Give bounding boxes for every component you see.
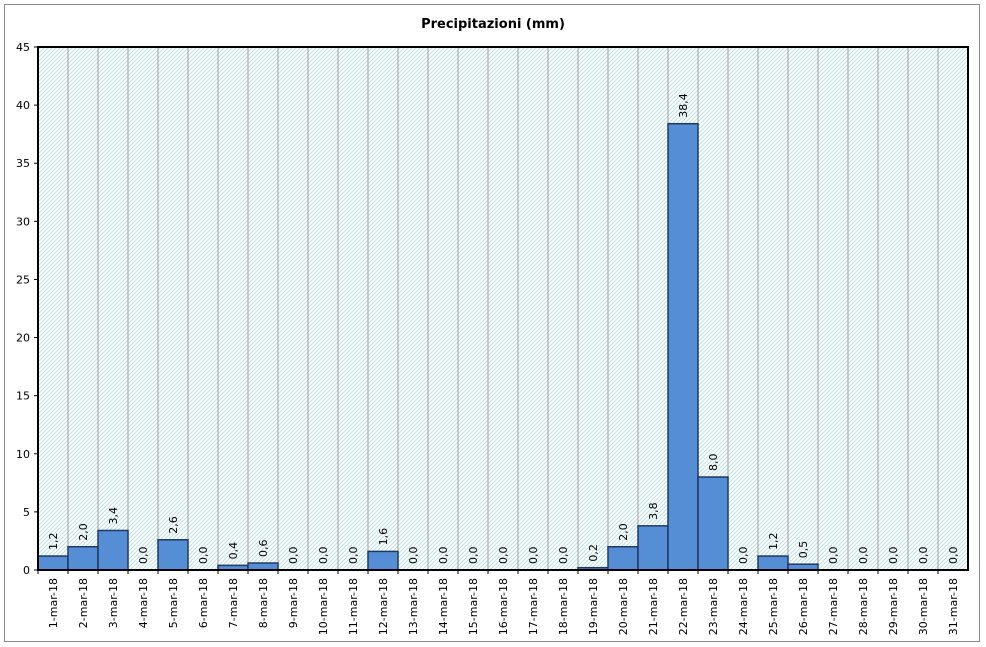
- data-label-1-mar-18: 1,2: [47, 533, 60, 551]
- data-label-31-mar-18: 0,0: [947, 547, 960, 565]
- data-label-20-mar-18: 2,0: [617, 523, 630, 541]
- data-label-21-mar-18: 3,8: [647, 502, 660, 520]
- data-label-16-mar-18: 0,0: [497, 547, 510, 565]
- x-tick-label: 8-mar-18: [257, 578, 270, 628]
- x-tick-label: 15-mar-18: [467, 578, 480, 635]
- x-tick-label: 9-mar-18: [287, 578, 300, 628]
- bar-8-mar-18: [247, 562, 279, 571]
- data-label-7-mar-18: 0,4: [227, 542, 240, 560]
- x-tick-label: 19-mar-18: [587, 578, 600, 635]
- x-tick-label: 10-mar-18: [317, 578, 330, 635]
- data-label-5-mar-18: 2,6: [167, 516, 180, 534]
- x-tick-label: 7-mar-18: [227, 578, 240, 628]
- x-tick-label: 12-mar-18: [377, 578, 390, 635]
- x-tick-label: 14-mar-18: [437, 578, 450, 635]
- data-label-6-mar-18: 0,0: [197, 547, 210, 565]
- x-tick-label: 11-mar-18: [347, 578, 360, 635]
- bar-21-mar-18: [637, 525, 669, 571]
- data-label-26-mar-18: 0,5: [797, 541, 810, 559]
- bar-12-mar-18: [367, 550, 399, 571]
- data-label-4-mar-18: 0,0: [137, 547, 150, 565]
- data-label-25-mar-18: 1,2: [767, 533, 780, 551]
- y-tick-label: 45: [16, 41, 30, 54]
- x-tick-label: 13-mar-18: [407, 578, 420, 635]
- y-tick-label: 15: [16, 390, 30, 403]
- data-label-15-mar-18: 0,0: [467, 547, 480, 565]
- y-tick-label: 40: [16, 99, 30, 112]
- x-tick-label: 3-mar-18: [107, 578, 120, 628]
- x-tick-label: 22-mar-18: [677, 578, 690, 635]
- y-tick-label: 25: [16, 273, 30, 286]
- x-tick-label: 29-mar-18: [887, 578, 900, 635]
- data-label-11-mar-18: 0,0: [347, 547, 360, 565]
- x-tick-label: 17-mar-18: [527, 578, 540, 635]
- x-tick-label: 21-mar-18: [647, 578, 660, 635]
- bar-22-mar-18: [667, 122, 699, 571]
- data-label-27-mar-18: 0,0: [827, 547, 840, 565]
- data-label-23-mar-18: 8,0: [707, 454, 720, 472]
- x-tick-label: 5-mar-18: [167, 578, 180, 628]
- x-tick-label: 27-mar-18: [827, 578, 840, 635]
- data-label-22-mar-18: 38,4: [677, 93, 690, 118]
- data-label-29-mar-18: 0,0: [887, 547, 900, 565]
- x-tick-label: 6-mar-18: [197, 578, 210, 628]
- y-tick-label: 20: [16, 332, 30, 345]
- data-label-28-mar-18: 0,0: [857, 547, 870, 565]
- y-tick-label: 30: [16, 215, 30, 228]
- bar-2-mar-18: [67, 546, 99, 571]
- data-label-10-mar-18: 0,0: [317, 547, 330, 565]
- y-tick-label: 10: [16, 448, 30, 461]
- data-label-14-mar-18: 0,0: [437, 547, 450, 565]
- data-label-3-mar-18: 3,4: [107, 507, 120, 525]
- y-tick-label: 5: [23, 506, 30, 519]
- data-label-19-mar-18: 0,2: [587, 544, 600, 562]
- x-tick-label: 20-mar-18: [617, 578, 630, 635]
- data-label-2-mar-18: 2,0: [77, 523, 90, 541]
- x-tick-label: 23-mar-18: [707, 578, 720, 635]
- chart-title: Precipitazioni (mm): [421, 17, 565, 32]
- x-tick-label: 25-mar-18: [767, 578, 780, 635]
- y-tick-label: 35: [16, 157, 30, 170]
- bar-20-mar-18: [607, 546, 639, 571]
- data-label-24-mar-18: 0,0: [737, 547, 750, 565]
- x-tick-label: 30-mar-18: [917, 578, 930, 635]
- x-tick-label: 1-mar-18: [47, 578, 60, 628]
- bar-3-mar-18: [97, 529, 129, 571]
- x-tick-label: 28-mar-18: [857, 578, 870, 635]
- plot-area: [38, 47, 968, 570]
- data-label-8-mar-18: 0,6: [257, 540, 270, 558]
- x-tick-label: 4-mar-18: [137, 578, 150, 628]
- x-tick-label: 2-mar-18: [77, 578, 90, 628]
- bar-5-mar-18: [157, 539, 189, 571]
- x-tick-label: 24-mar-18: [737, 578, 750, 635]
- data-label-18-mar-18: 0,0: [557, 547, 570, 565]
- plot-border: [37, 46, 969, 571]
- data-label-17-mar-18: 0,0: [527, 547, 540, 565]
- data-label-13-mar-18: 0,0: [407, 547, 420, 565]
- bar-25-mar-18: [757, 555, 789, 571]
- data-label-9-mar-18: 0,0: [287, 547, 300, 565]
- x-tick-label: 18-mar-18: [557, 578, 570, 635]
- x-tick-label: 26-mar-18: [797, 578, 810, 635]
- data-label-12-mar-18: 1,6: [377, 528, 390, 546]
- x-tick-label: 16-mar-18: [497, 578, 510, 635]
- bar-23-mar-18: [697, 476, 729, 571]
- bar-1-mar-18: [37, 555, 69, 571]
- y-tick-label: 0: [23, 564, 30, 577]
- data-label-30-mar-18: 0,0: [917, 547, 930, 565]
- x-tick-label: 31-mar-18: [947, 578, 960, 635]
